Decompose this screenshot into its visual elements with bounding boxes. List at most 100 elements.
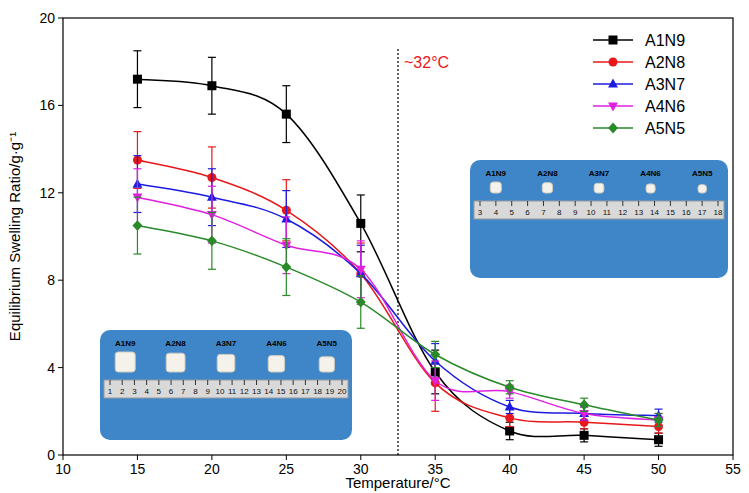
data-point xyxy=(654,435,663,444)
error-cap xyxy=(580,398,588,399)
error-bar xyxy=(208,57,216,114)
ruler-number: 12 xyxy=(618,208,627,217)
inset-label: A2N8 xyxy=(165,339,186,348)
gel-sample xyxy=(698,185,706,193)
error-cap xyxy=(431,400,439,401)
x-tick-label: 25 xyxy=(279,461,295,477)
legend-label: A5N5 xyxy=(645,120,685,137)
data-point xyxy=(133,75,142,84)
error-cap xyxy=(580,411,588,412)
x-tick-label: 15 xyxy=(130,461,146,477)
error-cap xyxy=(655,413,663,414)
ruler-number: 3 xyxy=(478,208,483,217)
gel-sample xyxy=(166,353,185,372)
ruler-number: 20 xyxy=(338,387,347,396)
ruler-tick xyxy=(232,380,233,385)
ruler-number: 15 xyxy=(276,387,285,396)
ruler-tick xyxy=(183,380,184,385)
annotation-line xyxy=(397,48,398,455)
error-cap xyxy=(133,131,141,132)
inset-label: A1N9 xyxy=(115,339,136,348)
error-cap xyxy=(282,295,290,296)
legend-marker xyxy=(609,58,618,67)
error-cap xyxy=(655,413,663,414)
error-cap xyxy=(506,413,514,414)
y-tick-label: 20 xyxy=(39,10,55,26)
ruler-number: 1 xyxy=(108,387,113,396)
series xyxy=(132,169,663,427)
legend-marker xyxy=(609,36,618,45)
inset-label: A3N7 xyxy=(589,169,610,178)
legend-marker xyxy=(608,123,618,134)
x-tick-label: 50 xyxy=(651,461,667,477)
gel-sample xyxy=(115,352,135,372)
inset-label: A3N7 xyxy=(216,339,237,348)
ruler-tick xyxy=(207,380,208,385)
error-bar xyxy=(133,197,141,254)
ruler-number: 9 xyxy=(573,208,578,217)
error-cap xyxy=(506,439,514,440)
chart: 10152025303540455055048121620Temperature… xyxy=(0,0,749,493)
error-cap xyxy=(133,197,141,198)
ruler-number: 3 xyxy=(132,387,137,396)
error-cap xyxy=(357,194,365,195)
x-tick xyxy=(63,455,64,460)
error-cap xyxy=(208,269,216,270)
ruler-number: 18 xyxy=(714,208,723,217)
inset-label: A2N8 xyxy=(537,169,558,178)
error-bar xyxy=(655,413,663,426)
ruler-tick xyxy=(702,201,703,206)
data-point xyxy=(282,110,291,119)
inset-label: A5N5 xyxy=(317,339,338,348)
x-tick-label: 20 xyxy=(204,461,220,477)
ruler-tick xyxy=(122,380,123,385)
x-tick xyxy=(733,455,734,460)
ruler-number: 5 xyxy=(157,387,162,396)
data-point xyxy=(579,399,589,410)
data-point xyxy=(207,81,216,90)
legend-label: A1N9 xyxy=(645,32,685,49)
gel-sample xyxy=(594,183,604,193)
error-bar xyxy=(282,239,290,296)
ruler-number: 11 xyxy=(603,208,612,217)
y-axis-title: Equilibrium Swelling Ratio/g·g⁻¹ xyxy=(6,132,23,341)
data-point xyxy=(430,377,440,386)
ruler-number: 9 xyxy=(205,387,210,396)
error-cap xyxy=(133,50,141,51)
ruler-number: 7 xyxy=(181,387,186,396)
error-bar xyxy=(357,276,365,328)
error-cap xyxy=(208,168,216,169)
series-line xyxy=(137,79,658,440)
ruler-tick xyxy=(686,201,687,206)
legend: A1N9A2N8A3N7A4N6A5N5 xyxy=(593,32,685,137)
ruler-number: 16 xyxy=(682,208,691,217)
error-cap xyxy=(282,216,290,217)
plot-marks xyxy=(132,51,663,446)
ruler-tick xyxy=(171,380,172,385)
error-cap xyxy=(655,433,663,434)
ruler-tick xyxy=(329,380,330,385)
annotation-text: ~32°C xyxy=(404,54,449,71)
ruler-tick xyxy=(268,380,269,385)
error-cap xyxy=(580,419,588,420)
error-cap xyxy=(580,428,588,429)
error-cap xyxy=(357,328,365,329)
data-point xyxy=(505,402,515,411)
plot-frame xyxy=(63,18,733,455)
x-tick-label: 55 xyxy=(725,461,741,477)
ruler-number: 6 xyxy=(169,387,174,396)
series-line xyxy=(137,226,658,420)
error-bar xyxy=(282,86,290,143)
error-cap xyxy=(655,446,663,447)
error-bar xyxy=(133,51,141,108)
data-point xyxy=(579,410,589,419)
inset-background xyxy=(470,160,728,278)
y-tick xyxy=(58,455,63,456)
gel-sample xyxy=(268,356,284,372)
ruler-tick xyxy=(317,380,318,385)
data-point xyxy=(281,262,291,273)
y-tick-label: 0 xyxy=(47,447,55,463)
error-cap xyxy=(431,341,439,342)
ruler-number: 13 xyxy=(634,208,643,217)
ruler-tick xyxy=(606,201,607,206)
